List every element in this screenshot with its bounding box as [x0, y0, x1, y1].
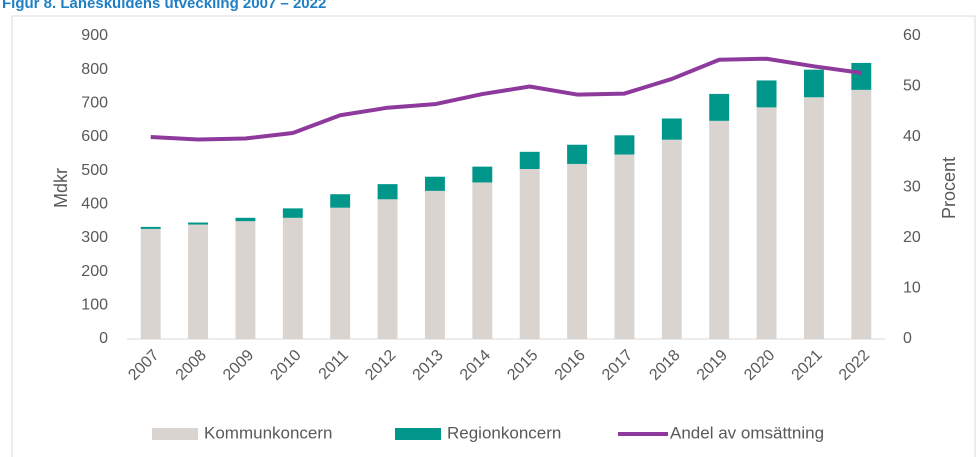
y2-tick-label: 60: [903, 27, 921, 44]
y-axis-title: Mdkr: [51, 168, 71, 208]
chart-title: Figur 8. Låneskuldens utveckling 2007 – …: [2, 0, 326, 12]
x-tick-label: 2019: [694, 347, 731, 384]
bar-segment: [424, 176, 445, 191]
bar-segment: [282, 217, 303, 339]
x-tick-label: 2022: [836, 347, 873, 384]
bar-segment: [282, 208, 303, 218]
x-tick-label: 2008: [173, 347, 210, 384]
x-tick-label: 2013: [410, 347, 447, 384]
y-tick-label: 800: [81, 61, 108, 78]
chart-frame: [11, 15, 976, 457]
y-tick-label: 200: [81, 263, 108, 280]
y2-axis-title: Procent: [939, 157, 959, 219]
bar-segment: [472, 166, 493, 183]
y2-tick-label: 0: [903, 330, 912, 347]
legend-label: Regionkoncern: [447, 423, 561, 442]
x-tick-label: 2012: [362, 347, 399, 384]
y-tick-label: 500: [81, 162, 108, 179]
y-tick-label: 700: [81, 95, 108, 112]
bar-segment: [188, 222, 209, 225]
bar-segment: [803, 97, 824, 339]
bar-segment: [851, 62, 872, 90]
bar-segment: [851, 89, 872, 339]
legend-swatch: [152, 428, 198, 440]
bar-segment: [567, 144, 588, 164]
x-tick-label: 2020: [741, 347, 778, 384]
x-tick-label: 2007: [125, 347, 162, 384]
bar-segment: [377, 199, 398, 339]
y-tick-label: 0: [99, 330, 108, 347]
legend-swatch: [395, 428, 441, 440]
bar-segment: [567, 163, 588, 339]
bar-segment: [614, 135, 635, 155]
bar-segment: [424, 190, 445, 339]
bar-segment: [756, 107, 777, 339]
bar-segment: [472, 182, 493, 339]
x-tick-label: 2015: [504, 347, 541, 384]
bar-segment: [235, 221, 256, 339]
x-tick-label: 2011: [316, 347, 352, 383]
x-tick-label: 2009: [220, 347, 257, 384]
x-tick-label: 2018: [646, 347, 683, 384]
bar-segment: [188, 224, 209, 339]
x-tick-label: 2021: [789, 347, 826, 384]
y-tick-label: 100: [81, 297, 108, 314]
y2-tick-label: 10: [903, 280, 921, 297]
bar-segment: [709, 120, 730, 339]
bar-segment: [140, 228, 161, 339]
bar-segment: [330, 194, 351, 208]
x-tick-label: 2017: [599, 347, 636, 384]
bar-segment: [614, 154, 635, 339]
bar-segment: [519, 168, 540, 339]
y-tick-label: 400: [81, 196, 108, 213]
y-tick-label: 600: [81, 128, 108, 145]
y-tick-label: 300: [81, 229, 108, 246]
y2-tick-label: 50: [903, 78, 921, 95]
bar-segment: [756, 80, 777, 108]
bar-segment: [661, 118, 682, 140]
y2-tick-label: 30: [903, 179, 921, 196]
bar-segment: [377, 184, 398, 200]
y2-tick-label: 40: [903, 128, 921, 145]
x-tick-label: 2014: [457, 347, 494, 384]
bar-segment: [519, 151, 540, 169]
legend-label: Andel av omsättning: [670, 423, 824, 442]
bar-segment: [140, 226, 161, 229]
y-tick-label: 900: [81, 27, 108, 44]
bar-segment: [330, 207, 351, 339]
y2-tick-label: 20: [903, 229, 921, 246]
x-tick-label: 2016: [552, 347, 589, 384]
line: [150, 56, 862, 142]
legend-label: Kommunkoncern: [204, 423, 333, 442]
bar-segment: [235, 217, 256, 222]
bar-segment: [803, 69, 824, 98]
x-tick-label: 2010: [267, 347, 304, 384]
bar-segment: [709, 93, 730, 121]
bar-segment: [661, 139, 682, 339]
